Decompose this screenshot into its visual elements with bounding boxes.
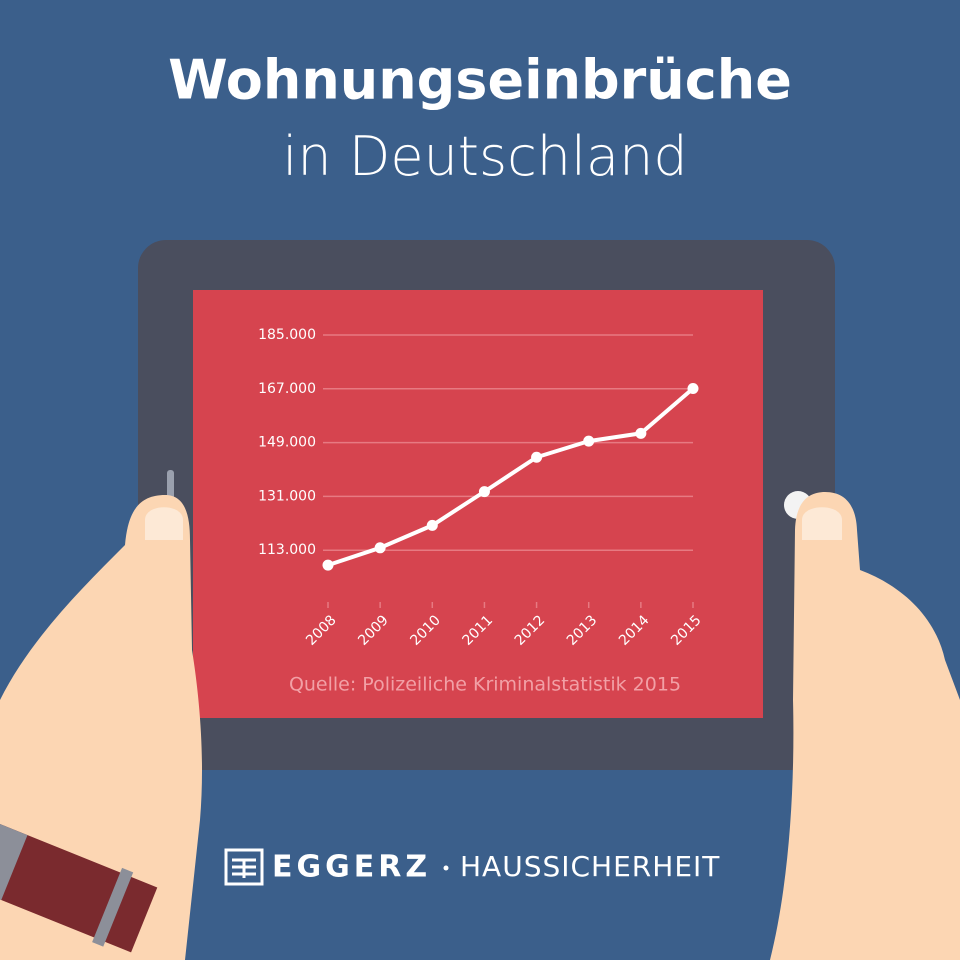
watch-case — [0, 823, 28, 900]
tablet-button — [167, 470, 174, 500]
left-hand — [0, 495, 203, 960]
screen — [193, 290, 763, 718]
watch-buckle — [92, 867, 134, 947]
subtitle: in Deutschland — [282, 125, 687, 188]
separator — [443, 865, 449, 871]
y-tick-label: 185.000 — [258, 327, 316, 343]
data-point — [322, 559, 334, 571]
data-point — [374, 542, 386, 554]
data-point — [583, 435, 595, 447]
data-point — [426, 519, 438, 531]
watch — [0, 823, 158, 953]
data-point — [478, 486, 490, 498]
tagline: HAUSSICHERHEIT — [460, 850, 720, 883]
right-thumbnail — [802, 507, 842, 540]
y-tick-label: 167.000 — [258, 381, 316, 397]
y-tick-label: 149.000 — [258, 435, 316, 451]
left-thumbnail — [145, 507, 183, 540]
right-hand — [770, 492, 960, 960]
data-point — [687, 383, 699, 395]
logo-icon — [224, 848, 264, 886]
title: Wohnungseinbrüche — [168, 49, 792, 112]
data-line — [327, 386, 695, 568]
brand: EGGERZ — [272, 850, 431, 885]
data-point — [531, 451, 543, 463]
y-tick-label: 113.000 — [258, 542, 316, 558]
y-tick-label: 131.000 — [258, 488, 316, 504]
data-point — [635, 427, 647, 439]
source: Quelle: Polizeiliche Kriminalstatistik 2… — [289, 674, 681, 696]
